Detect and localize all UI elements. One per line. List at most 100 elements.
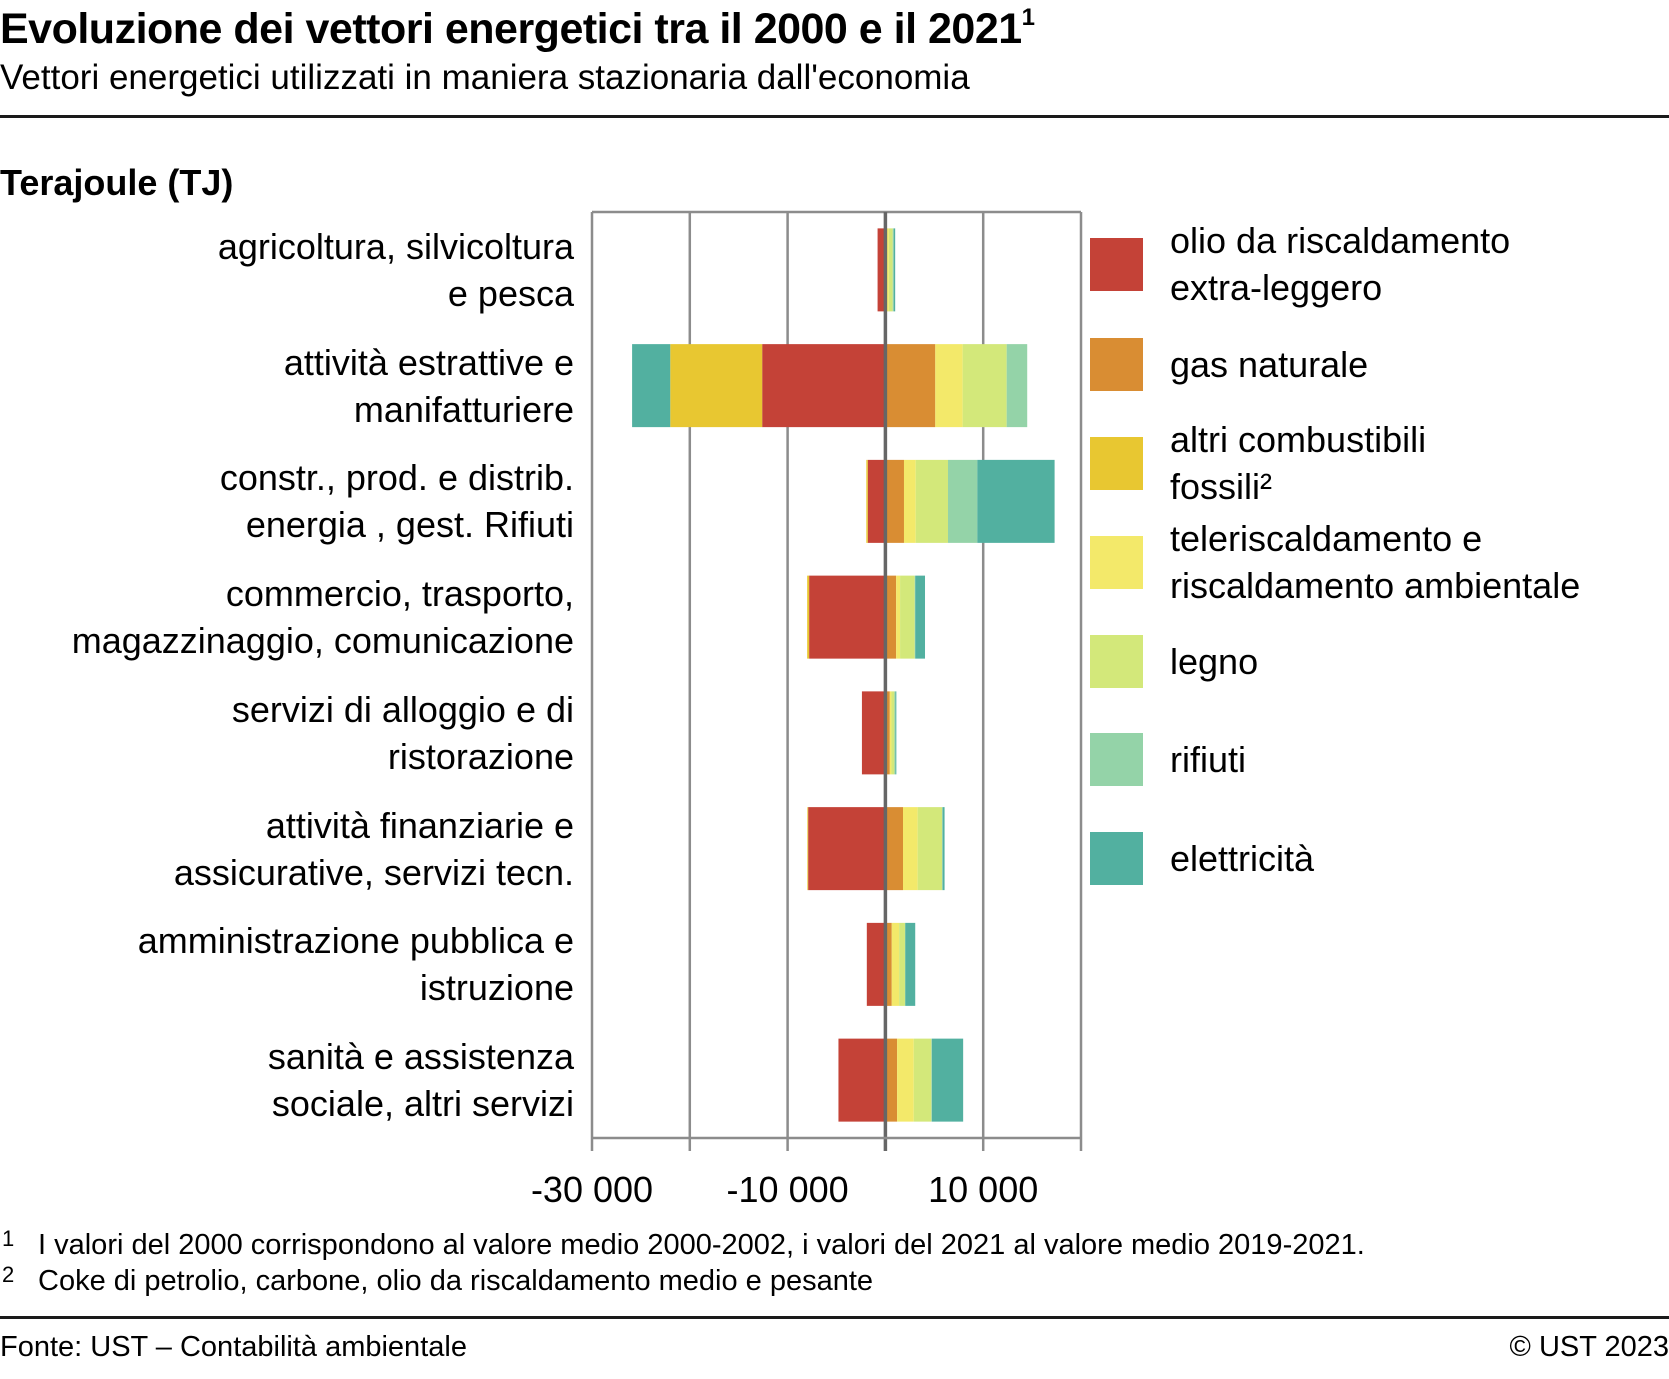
- footer-divider: [0, 1316, 1669, 1319]
- legend-label-line: olio da riscaldamento: [1170, 220, 1511, 261]
- bar-segment: [838, 1038, 886, 1122]
- bar-segment: [903, 459, 916, 543]
- bar-segment: [885, 575, 897, 659]
- bar-segment: [808, 807, 886, 891]
- bar-segment: [962, 344, 1007, 428]
- footnote-text: Coke di petrolio, carbone, olio da risca…: [38, 1265, 874, 1297]
- source-note: Fonte: UST – Contabilità ambientale: [0, 1331, 467, 1363]
- category-label-line: istruzione: [419, 967, 574, 1009]
- copyright: © UST 2023: [1509, 1331, 1669, 1363]
- chart-title-text: Evoluzione dei vettori energetici tra il…: [0, 5, 1022, 53]
- bar-segment: [885, 922, 892, 1006]
- legend-swatch: [1090, 635, 1143, 688]
- x-tick-label: -30 000: [531, 1169, 653, 1210]
- category-label-line: ristorazione: [387, 735, 574, 777]
- bar-segment: [1006, 344, 1028, 428]
- header-divider: [0, 115, 1669, 118]
- legend-label-line: extra-leggero: [1170, 267, 1383, 308]
- title-footnote-mark: 1: [1021, 4, 1035, 31]
- bar-segment: [900, 575, 915, 659]
- legend-label: legno: [1170, 638, 1258, 685]
- bar-segment: [867, 459, 886, 543]
- legend-swatch: [1090, 832, 1143, 885]
- category-label-line: servizi di alloggio e di: [231, 688, 574, 730]
- bar-segment: [885, 228, 889, 312]
- chart-subtitle: Vettori energetici utilizzati in maniera…: [0, 58, 970, 97]
- bar-segment: [905, 922, 916, 1006]
- bar-segment: [894, 691, 896, 775]
- bar-segment: [917, 807, 943, 891]
- category-label: constr., prod. e distrib. energia , gest.…: [220, 454, 574, 548]
- bar-segment: [947, 459, 978, 543]
- legend-swatch: [1090, 338, 1143, 391]
- bar-segment: [885, 691, 890, 775]
- bar-segment: [899, 922, 905, 1006]
- unit-label: Terajoule (TJ): [0, 162, 234, 203]
- legend-label-line: gas naturale: [1170, 343, 1369, 385]
- bar-segment: [885, 344, 936, 428]
- bar-segment: [861, 691, 886, 775]
- category-label: commercio, trasporto, magazzinaggio, comu…: [72, 570, 574, 664]
- bar-segment: [914, 575, 916, 659]
- category-label-line: commercio, trasporto,: [225, 573, 574, 615]
- bar-segment: [885, 807, 904, 891]
- footnote-text: I valori del 2000 corrispondono al valor…: [38, 1229, 1365, 1261]
- bar-segment: [670, 344, 763, 428]
- legend-label: olio da riscaldamento extra-leggero: [1170, 217, 1510, 311]
- bar-segment: [891, 922, 900, 1006]
- legend-label: gas naturale: [1170, 341, 1368, 388]
- bar-segment: [762, 344, 886, 428]
- bar-segment: [931, 1038, 964, 1122]
- category-label-line: energia , gest. Rifiuti: [245, 504, 574, 546]
- category-label: servizi di alloggio e di ristorazione: [232, 686, 574, 780]
- category-label: amministrazione pubblica e istruzione: [138, 917, 574, 1011]
- bar-segment: [632, 344, 671, 428]
- bar-segment: [942, 807, 945, 891]
- x-tick-label: 10 000: [928, 1169, 1038, 1210]
- category-label-line: constr., prod. e distrib.: [219, 457, 574, 499]
- bar-segment: [904, 922, 906, 1006]
- legend-swatch: [1090, 536, 1143, 589]
- legend-label-line: riscaldamento ambientale: [1170, 565, 1581, 606]
- footnote-1: 1 I valori del 2000 corrispondono al valo…: [0, 1226, 1365, 1262]
- bar-segment: [892, 228, 894, 312]
- category-label-line: sociale, altri servizi: [271, 1083, 574, 1125]
- bar-segment: [915, 575, 926, 659]
- bar-segment: [935, 344, 963, 428]
- bar-segment: [885, 459, 904, 543]
- footnote-2: 2 Coke di petrolio, carbone, olio da risc…: [0, 1262, 873, 1298]
- category-label-line: manifatturiere: [353, 388, 574, 430]
- category-label-line: attività finanziarie e: [265, 804, 574, 846]
- category-label-line: amministrazione pubblica e: [137, 920, 574, 962]
- category-label-line: magazzinaggio, comunicazione: [71, 620, 574, 662]
- bar-segment: [896, 575, 901, 659]
- legend-swatch: [1090, 238, 1143, 291]
- bar-segment: [897, 1038, 914, 1122]
- category-label: attività estrattive e manifatturiere: [284, 339, 574, 433]
- category-label-line: agricoltura, silvicoltura: [217, 225, 574, 267]
- legend-label-line: fossili²: [1170, 466, 1273, 507]
- legend-label: elettricità: [1170, 835, 1314, 882]
- bar-segment: [891, 691, 895, 775]
- footnote-mark: 2: [2, 1262, 15, 1287]
- legend-label: teleriscaldamento e riscaldamento ambient…: [1170, 515, 1580, 609]
- legend-swatch: [1090, 733, 1143, 786]
- bar-segment: [807, 575, 810, 659]
- bar-segment: [888, 228, 893, 312]
- footnote-mark: 1: [2, 1226, 15, 1251]
- bar-segment: [913, 1038, 932, 1122]
- legend-label-line: elettricità: [1170, 837, 1315, 879]
- category-label-line: sanità e assistenza: [267, 1036, 574, 1078]
- bar-segment: [866, 459, 868, 543]
- category-label-line: assicurative, servizi tecn.: [173, 851, 574, 893]
- bar-segment: [893, 228, 896, 312]
- bar-segment: [895, 691, 897, 775]
- legend-label: altri combustibili fossili²: [1170, 416, 1426, 510]
- category-label-line: e pesca: [447, 272, 574, 314]
- legend-label-line: legno: [1170, 640, 1259, 682]
- x-tick-label: -10 000: [727, 1169, 849, 1210]
- bar-segment: [942, 807, 943, 891]
- bar-segment: [903, 807, 918, 891]
- bar-segment: [807, 807, 809, 891]
